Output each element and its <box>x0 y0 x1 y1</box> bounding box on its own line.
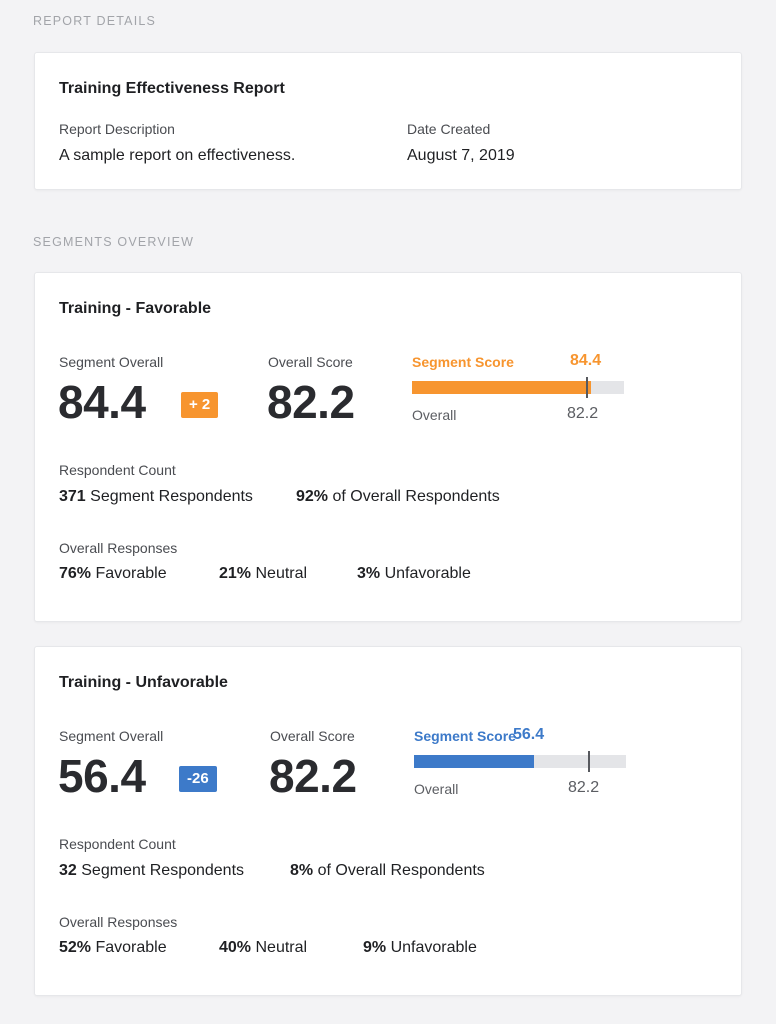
unfavorable-stat: 9% Unfavorable <box>363 939 477 956</box>
segment-score-value: 56.4 <box>513 726 545 743</box>
overall-respondents-pct: 92% of Overall Respondents <box>296 488 500 505</box>
date-created-label: Date Created <box>407 121 491 137</box>
score-comparison-bar <box>414 751 626 772</box>
overall-score-label: Overall Score <box>270 728 355 744</box>
overall-score-value: 82.2 <box>269 750 357 802</box>
neutral-stat: 40% Neutral <box>219 939 308 956</box>
segment-delta-badge: + 2 <box>181 392 219 418</box>
segment-card: Training - Favorable Segment Overall 84.… <box>34 272 742 622</box>
segment-title: Training - Favorable <box>59 300 212 317</box>
report-title: Training Effectiveness Report <box>59 80 285 97</box>
overall-score-marker <box>588 751 590 772</box>
date-created: August 7, 2019 <box>407 147 515 164</box>
segment-title: Training - Unfavorable <box>59 674 228 691</box>
report-description: A sample report on effectiveness. <box>59 147 296 164</box>
overall-value: 82.2 <box>568 779 600 796</box>
segment-overall-label: Segment Overall <box>59 354 164 370</box>
score-comparison-bar <box>412 377 624 398</box>
respondent-count-label: Respondent Count <box>59 836 176 852</box>
segment-delta-badge: -26 <box>179 766 217 792</box>
segment-respondents: 32 Segment Respondents <box>59 862 245 879</box>
favorable-stat: 76% Favorable <box>59 565 167 582</box>
neutral-stat: 21% Neutral <box>219 565 308 582</box>
overall-score-value: 82.2 <box>267 376 355 428</box>
report-details-heading: REPORT DETAILS <box>33 14 157 28</box>
segment-respondents: 371 Segment Respondents <box>59 488 253 505</box>
segment-score-label: Segment Score <box>412 354 514 370</box>
report-description-label: Report Description <box>59 121 175 137</box>
overall-responses-label: Overall Responses <box>59 914 178 930</box>
unfavorable-stat: 3% Unfavorable <box>357 565 471 582</box>
segment-score-label: Segment Score <box>414 728 516 744</box>
overall-score-marker <box>586 377 588 398</box>
segment-score-fill <box>414 755 534 768</box>
respondent-count-label: Respondent Count <box>59 462 176 478</box>
segment-overall-value: 56.4 <box>58 750 146 802</box>
favorable-stat: 52% Favorable <box>59 939 167 956</box>
overall-label: Overall <box>412 407 457 423</box>
overall-score-label: Overall Score <box>268 354 353 370</box>
overall-respondents-pct: 8% of Overall Respondents <box>290 862 485 879</box>
segment-score-value: 84.4 <box>570 352 602 369</box>
overall-value: 82.2 <box>567 405 599 422</box>
segment-overall-label: Segment Overall <box>59 728 164 744</box>
segment-score-fill <box>412 381 591 394</box>
segment-overall-value: 84.4 <box>58 376 146 428</box>
report-details-card: Training Effectiveness Report Report Des… <box>34 52 742 190</box>
segments-overview-heading: SEGMENTS OVERVIEW <box>33 235 195 249</box>
segment-card: Training - Unfavorable Segment Overall 5… <box>34 646 742 996</box>
overall-responses-label: Overall Responses <box>59 540 178 556</box>
overall-label: Overall <box>414 781 459 797</box>
